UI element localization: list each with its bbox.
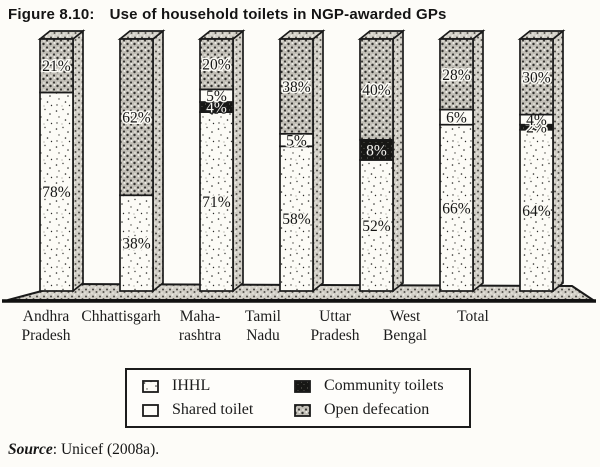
bar-chhattisgarh: 38% 62% [117, 29, 166, 293]
category-label-uttar-pradesh: Uttar Pradesh [310, 308, 360, 344]
source-note: Source: Unicef (2008a). [8, 441, 159, 459]
bar-side-face [152, 29, 164, 293]
segment-open [39, 38, 74, 94]
legend-label: Open defecation [324, 401, 430, 418]
segment-label: 38% [122, 236, 151, 253]
bar-andhra-pradesh: 78% 21% [37, 29, 86, 293]
segment-label: 40% [362, 82, 391, 99]
bar-west-bengal: 66% 6% 28% [437, 29, 486, 293]
ihhl-swatch-icon [142, 379, 159, 393]
segment-open [359, 38, 394, 141]
segment-label: 58% [282, 211, 311, 228]
segment-ihhl [119, 194, 154, 292]
segment-label: 8% [366, 142, 387, 159]
legend-item-ihhl: IHHL [142, 377, 294, 395]
bar-maharashtra: 71% 4%5% 20% [197, 29, 246, 293]
segment-label: 30% [522, 69, 551, 86]
bar-side-face [392, 29, 404, 293]
figure-number: Figure 8.10: [8, 6, 95, 23]
category-label-maharashtra: Maha-rashtra [178, 308, 222, 344]
segment-label: 71% [202, 194, 231, 211]
segment-ihhl [279, 145, 314, 292]
legend-label: Shared toilet [172, 401, 254, 418]
bar-total: 64%2%4%30% [517, 29, 566, 293]
legend-item-open-defecation: Open defecation [294, 401, 461, 419]
segment-open [199, 38, 234, 91]
segment-ihhl [359, 159, 394, 292]
category-label-west-bengal: West Bengal [383, 308, 427, 344]
legend-label: IHHL [172, 377, 211, 394]
bar-side-face [312, 29, 324, 293]
category-label-total: Total [457, 308, 489, 325]
shared-toilet-swatch-icon [142, 403, 159, 417]
segment-label: 78% [42, 184, 71, 201]
category-label-andhra-pradesh: Andhra Pradesh [21, 308, 71, 344]
segment-open [279, 38, 314, 135]
legend-item-community-toilets: Community toilets [294, 377, 461, 395]
stacked-bar-chart: 78%21%38%62%71%4%5%20%58%5%38%52%8%40%66… [2, 29, 596, 303]
segment-label: 62% [122, 110, 151, 127]
bar-side-face [552, 29, 564, 293]
legend-label: Community toilets [324, 377, 444, 394]
bar-side-face [472, 29, 484, 293]
bar-side-face [72, 29, 84, 293]
segment-label: 4% [526, 112, 547, 129]
category-label-tamil-nadu: Tamil Nadu [245, 308, 281, 344]
segment-label: 52% [362, 218, 391, 235]
segment-label: 20% [202, 57, 231, 74]
category-label-chhattisgarh: Chhattisgarh [81, 308, 161, 325]
legend-box: IHHL Shared toilet Community toilets Ope… [125, 368, 471, 428]
segment-open [519, 38, 554, 116]
bar-tamil-nadu: 58% 5% 38% [277, 29, 326, 293]
segment-label: 38% [282, 79, 311, 96]
bar-uttar-pradesh: 52% 8% 40% [357, 29, 406, 293]
segment-label: 6% [446, 110, 467, 127]
community-toilets-swatch-icon [294, 379, 311, 393]
segment-label: 5% [206, 88, 227, 105]
segment-open [119, 38, 154, 197]
bar-side-face [232, 29, 244, 293]
source-text: : Unicef (2008a). [52, 441, 160, 458]
segment-label: 5% [286, 133, 307, 150]
figure-title-text: Use of household toilets in NGP-awarded … [109, 6, 447, 23]
segment-label: 28% [442, 67, 471, 84]
segment-ihhl [519, 128, 554, 292]
segment-ihhl [439, 123, 474, 292]
source-label: Source [8, 441, 53, 458]
segment-label: 66% [442, 200, 471, 217]
figure-title: Figure 8.10: Use of household toilets in… [8, 6, 447, 23]
legend-item-shared-toilet: Shared toilet [142, 401, 294, 419]
segment-label: 64% [522, 203, 551, 220]
segment-ihhl [199, 111, 234, 292]
segment-label: 4% [206, 100, 227, 117]
segment-label: 21% [42, 58, 71, 75]
open-defecation-swatch-icon [294, 403, 311, 417]
segment-open [439, 38, 474, 111]
